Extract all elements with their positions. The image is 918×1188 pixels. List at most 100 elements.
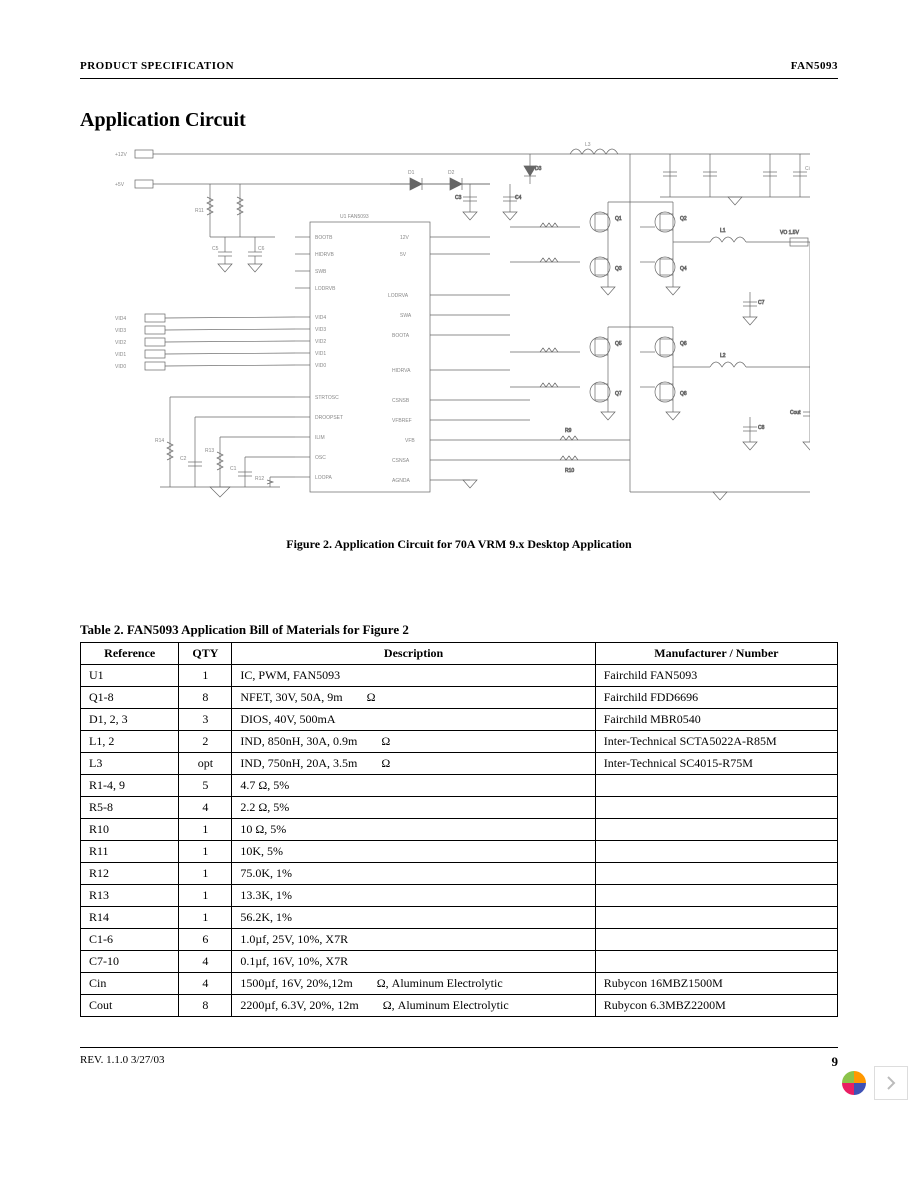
svg-text:Q4: Q4 bbox=[680, 266, 687, 272]
cell-qty: 1 bbox=[179, 885, 232, 907]
cell-reference: R11 bbox=[81, 841, 179, 863]
cell-manufacturer bbox=[595, 819, 837, 841]
svg-text:C3: C3 bbox=[455, 195, 462, 201]
svg-text:Q5: Q5 bbox=[615, 341, 622, 347]
svg-text:C7: C7 bbox=[758, 300, 765, 306]
table-row: L1, 22IND, 850nH, 30A, 0.9m ΩInter-Techn… bbox=[81, 731, 838, 753]
cell-qty: 2 bbox=[179, 731, 232, 753]
table-row: R1-4, 954.7 Ω, 5% bbox=[81, 775, 838, 797]
svg-text:+12V: +12V bbox=[115, 152, 127, 158]
svg-text:DROOPSET: DROOPSET bbox=[315, 415, 343, 421]
ic-label: U1 FAN5093 bbox=[340, 214, 369, 220]
svg-text:C6: C6 bbox=[258, 246, 265, 252]
pdf-nav-widget bbox=[838, 1066, 908, 1100]
cell-reference: R13 bbox=[81, 885, 179, 907]
table-row: U11IC, PWM, FAN5093Fairchild FAN5093 bbox=[81, 665, 838, 687]
svg-text:BOOTB: BOOTB bbox=[315, 235, 333, 241]
cell-description: 75.0K, 1% bbox=[232, 863, 595, 885]
cell-description: 2200µf, 6.3V, 20%, 12m Ω, Aluminum Elect… bbox=[232, 995, 595, 1017]
cell-qty: 4 bbox=[179, 951, 232, 973]
cell-reference: Cin bbox=[81, 973, 179, 995]
svg-text:Q7: Q7 bbox=[615, 391, 622, 397]
table-row: Cin41500µf, 16V, 20%,12m Ω, Aluminum Ele… bbox=[81, 973, 838, 995]
application-circuit-schematic: +12V +5V R11 C5 C6 bbox=[110, 142, 838, 527]
header-right: FAN5093 bbox=[791, 60, 838, 72]
cell-manufacturer: Fairchild FAN5093 bbox=[595, 665, 837, 687]
table-row: L3optIND, 750nH, 20A, 3.5m ΩInter-Techni… bbox=[81, 753, 838, 775]
svg-text:L3: L3 bbox=[585, 142, 591, 148]
table-row: Q1-88NFET, 30V, 50A, 9m ΩFairchild FDD66… bbox=[81, 687, 838, 709]
svg-text:R10: R10 bbox=[565, 468, 574, 474]
section-title: Application Circuit bbox=[80, 109, 838, 132]
table-row: D1, 2, 33DIOS, 40V, 500mAFairchild MBR05… bbox=[81, 709, 838, 731]
cell-manufacturer bbox=[595, 863, 837, 885]
svg-text:VID0: VID0 bbox=[115, 364, 126, 370]
cell-description: IC, PWM, FAN5093 bbox=[232, 665, 595, 687]
table-row: R11110K, 5% bbox=[81, 841, 838, 863]
cell-manufacturer: Inter-Technical SC4015-R75M bbox=[595, 753, 837, 775]
svg-text:C4: C4 bbox=[515, 195, 522, 201]
col-qty: QTY bbox=[179, 643, 232, 665]
svg-text:HIDRVB: HIDRVB bbox=[315, 252, 334, 258]
cell-manufacturer bbox=[595, 885, 837, 907]
svg-text:C5: C5 bbox=[212, 246, 219, 252]
cell-qty: 5 bbox=[179, 775, 232, 797]
next-page-button[interactable] bbox=[874, 1066, 908, 1100]
cell-reference: L1, 2 bbox=[81, 731, 179, 753]
svg-text:BOOTA: BOOTA bbox=[392, 333, 410, 339]
svg-text:SWA: SWA bbox=[400, 313, 412, 319]
bom-table: Reference QTY Description Manufacturer /… bbox=[80, 642, 838, 1017]
cell-qty: 8 bbox=[179, 687, 232, 709]
table-title: Table 2. FAN5093 Application Bill of Mat… bbox=[80, 622, 838, 638]
table-row: R13113.3K, 1% bbox=[81, 885, 838, 907]
cell-reference: R14 bbox=[81, 907, 179, 929]
table-row: R14156.2K, 1% bbox=[81, 907, 838, 929]
cell-manufacturer: Fairchild FDD6696 bbox=[595, 687, 837, 709]
svg-text:5V: 5V bbox=[400, 252, 407, 258]
cell-description: 1500µf, 16V, 20%,12m Ω, Aluminum Electro… bbox=[232, 973, 595, 995]
svg-text:D2: D2 bbox=[448, 170, 455, 176]
page-header: PRODUCT SPECIFICATION FAN5093 bbox=[80, 60, 838, 72]
cell-manufacturer bbox=[595, 797, 837, 819]
cell-reference: L3 bbox=[81, 753, 179, 775]
svg-text:C2: C2 bbox=[180, 456, 187, 462]
svg-text:Q1: Q1 bbox=[615, 216, 622, 222]
svg-text:R9: R9 bbox=[565, 428, 572, 434]
cell-reference: R12 bbox=[81, 863, 179, 885]
cell-qty: opt bbox=[179, 753, 232, 775]
cell-reference: R1-4, 9 bbox=[81, 775, 179, 797]
cell-qty: 8 bbox=[179, 995, 232, 1017]
svg-text:OSC: OSC bbox=[315, 455, 326, 461]
svg-text:R14: R14 bbox=[155, 438, 164, 444]
datasheet-page: PRODUCT SPECIFICATION FAN5093 Applicatio… bbox=[0, 0, 918, 1110]
table-row: R10110 Ω, 5% bbox=[81, 819, 838, 841]
svg-text:D3: D3 bbox=[535, 166, 542, 172]
col-description: Description bbox=[232, 643, 595, 665]
svg-text:LOOPA: LOOPA bbox=[315, 475, 333, 481]
cell-manufacturer bbox=[595, 951, 837, 973]
cell-description: 4.7 Ω, 5% bbox=[232, 775, 595, 797]
svg-text:VID2: VID2 bbox=[315, 339, 326, 345]
header-rule bbox=[80, 78, 838, 79]
cell-manufacturer bbox=[595, 775, 837, 797]
table-row: Cout82200µf, 6.3V, 20%, 12m Ω, Aluminum … bbox=[81, 995, 838, 1017]
svg-text:VID3: VID3 bbox=[115, 328, 126, 334]
cell-manufacturer: Rubycon 16MBZ1500M bbox=[595, 973, 837, 995]
cell-reference: U1 bbox=[81, 665, 179, 687]
cell-reference: R10 bbox=[81, 819, 179, 841]
svg-text:R13: R13 bbox=[205, 448, 214, 454]
cell-qty: 1 bbox=[179, 665, 232, 687]
cell-manufacturer: Inter-Technical SCTA5022A-R85M bbox=[595, 731, 837, 753]
cell-reference: D1, 2, 3 bbox=[81, 709, 179, 731]
cell-description: 2.2 Ω, 5% bbox=[232, 797, 595, 819]
cell-qty: 1 bbox=[179, 819, 232, 841]
svg-text:VID2: VID2 bbox=[115, 340, 126, 346]
svg-text:LODRVA: LODRVA bbox=[388, 293, 409, 299]
cell-qty: 1 bbox=[179, 907, 232, 929]
svg-text:Q8: Q8 bbox=[680, 391, 687, 397]
cell-manufacturer: Fairchild MBR0540 bbox=[595, 709, 837, 731]
svg-text:D1: D1 bbox=[408, 170, 415, 176]
cell-description: IND, 750nH, 20A, 3.5m Ω bbox=[232, 753, 595, 775]
header-left: PRODUCT SPECIFICATION bbox=[80, 60, 234, 72]
svg-text:R11: R11 bbox=[195, 208, 204, 214]
